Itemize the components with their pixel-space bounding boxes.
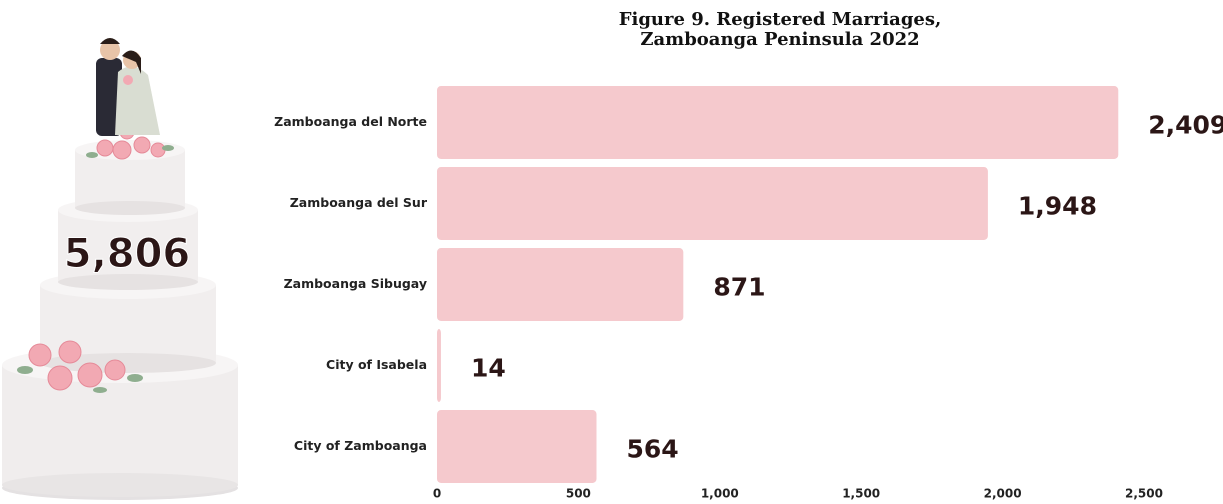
value-label: 871 — [713, 273, 765, 302]
total-annotation: 5,806 — [64, 231, 191, 277]
x-tick-label: 1,000 — [701, 487, 739, 501]
chart: 5,806 0 500 1,000 1,500 2,000 2,500 Zamboanga … — [0, 0, 1223, 504]
x-tick-label: 1,500 — [842, 487, 880, 501]
bar — [437, 329, 441, 402]
x-tick-label: 2,000 — [984, 487, 1022, 501]
y-tick-label: City of Isabela — [326, 357, 427, 372]
bar — [437, 167, 988, 240]
value-label: 564 — [626, 435, 678, 464]
bar — [437, 248, 683, 321]
y-tick-label: Zamboanga del Sur — [290, 195, 428, 210]
x-tick-label: 500 — [566, 487, 591, 501]
y-tick-label: Zamboanga Sibugay — [284, 276, 427, 291]
page: 5,806 0 500 1,000 1,500 2,000 2,500 Zamboanga … — [0, 0, 1223, 504]
bar — [437, 410, 596, 483]
x-tick-label: 0 — [433, 487, 441, 501]
value-label: 14 — [471, 354, 506, 383]
x-tick-label: 2,500 — [1125, 487, 1163, 501]
y-tick-label: City of Zamboanga — [294, 438, 427, 453]
y-tick-label: Zamboanga del Norte — [274, 114, 427, 129]
bar — [437, 86, 1118, 159]
value-label: 1,948 — [1018, 192, 1097, 221]
value-label: 2,409 — [1148, 111, 1223, 140]
chart-title: Figure 9. Registered Marriages, Zamboang… — [600, 10, 960, 50]
